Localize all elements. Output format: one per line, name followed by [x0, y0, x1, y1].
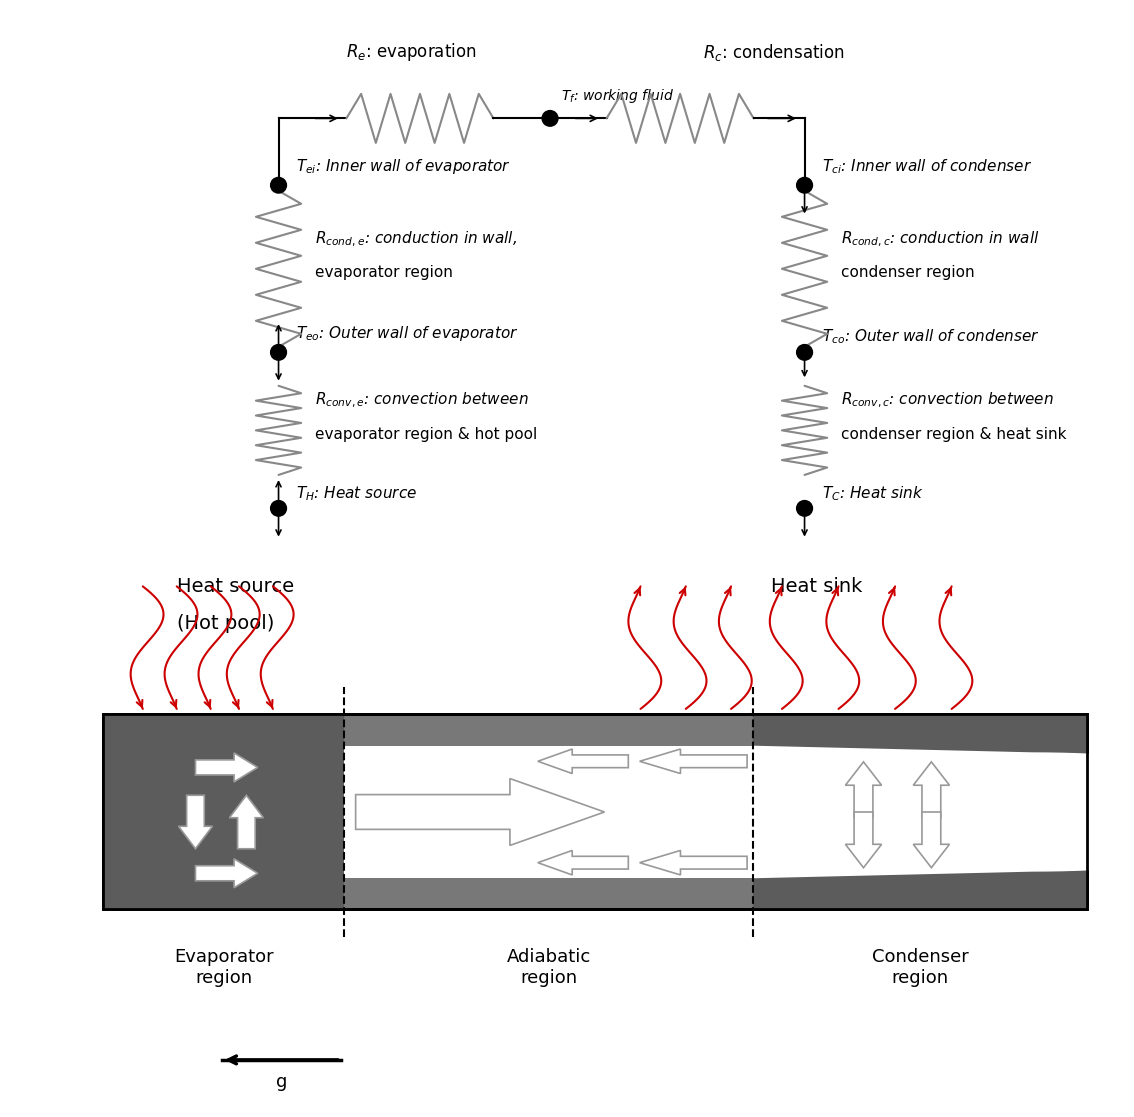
Polygon shape [753, 746, 1134, 878]
Text: (Hot pool): (Hot pool) [177, 614, 274, 633]
Text: $R_c$: condensation: $R_c$: condensation [703, 41, 845, 63]
Text: evaporator region & hot pool: evaporator region & hot pool [315, 427, 538, 441]
Text: Condenser
region: Condenser region [872, 948, 968, 987]
Polygon shape [356, 779, 604, 846]
Text: $R_{cond,e}$: conduction in wall,: $R_{cond,e}$: conduction in wall, [315, 229, 517, 249]
Text: evaporator region: evaporator region [315, 265, 452, 280]
Text: $T_{ei}$: Inner wall of evaporator: $T_{ei}$: Inner wall of evaporator [296, 157, 510, 176]
Polygon shape [913, 762, 949, 818]
Text: $T_f$: working fluid: $T_f$: working fluid [561, 87, 675, 105]
Circle shape [797, 344, 812, 360]
Text: $R_{conv,c}$: convection between: $R_{conv,c}$: convection between [840, 391, 1053, 410]
Circle shape [271, 178, 287, 193]
Polygon shape [913, 812, 949, 868]
Circle shape [797, 500, 812, 516]
Text: Adiabatic
region: Adiabatic region [507, 948, 591, 987]
Text: Evaporator
region: Evaporator region [174, 948, 273, 987]
Bar [103, 715, 345, 909]
Bar [103, 715, 1088, 909]
Bar [345, 746, 753, 878]
Polygon shape [640, 750, 747, 774]
Text: $T_C$: Heat sink: $T_C$: Heat sink [821, 484, 923, 503]
Text: $T_{ci}$: Inner wall of condenser: $T_{ci}$: Inner wall of condenser [821, 157, 1032, 176]
Polygon shape [195, 753, 257, 782]
Polygon shape [538, 850, 628, 875]
Bar [103, 746, 1088, 878]
Text: $R_{conv,e}$: convection between: $R_{conv,e}$: convection between [315, 391, 528, 410]
Text: $T_{co}$: Outer wall of condenser: $T_{co}$: Outer wall of condenser [821, 327, 1039, 345]
Text: $R_{cond,c}$: conduction in wall: $R_{cond,c}$: conduction in wall [840, 229, 1039, 249]
Text: $T_H$: Heat source: $T_H$: Heat source [296, 484, 416, 503]
Bar [103, 715, 1088, 909]
Polygon shape [845, 812, 881, 868]
Circle shape [797, 178, 812, 193]
Polygon shape [178, 795, 212, 849]
Polygon shape [195, 859, 257, 888]
Text: Heat source: Heat source [177, 577, 294, 596]
Polygon shape [640, 850, 747, 875]
Polygon shape [229, 795, 263, 849]
Circle shape [542, 111, 558, 126]
Polygon shape [845, 762, 881, 818]
Circle shape [271, 344, 287, 360]
Text: condenser region: condenser region [840, 265, 974, 280]
Circle shape [271, 500, 287, 516]
Text: g: g [276, 1073, 287, 1091]
Text: condenser region & heat sink: condenser region & heat sink [840, 427, 1066, 441]
Text: $T_{eo}$: Outer wall of evaporator: $T_{eo}$: Outer wall of evaporator [296, 324, 518, 343]
Bar [753, 715, 1088, 909]
Polygon shape [538, 750, 628, 774]
Text: Heat sink: Heat sink [771, 577, 862, 596]
Text: $R_e$: evaporation: $R_e$: evaporation [346, 40, 477, 63]
